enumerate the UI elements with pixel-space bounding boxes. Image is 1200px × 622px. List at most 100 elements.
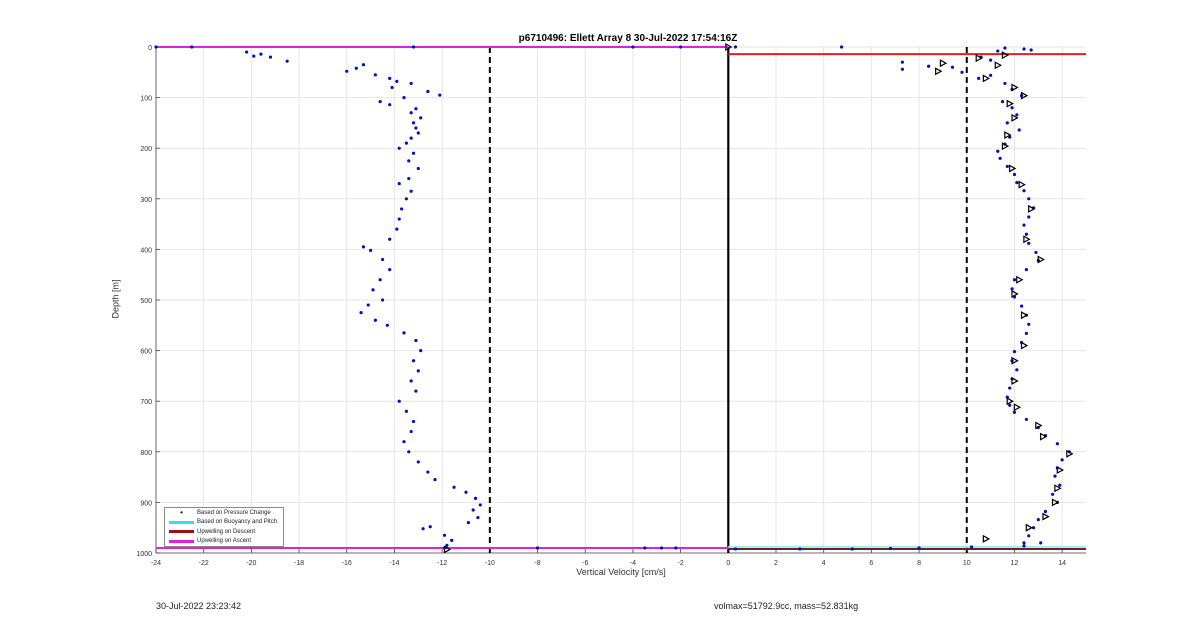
triangle-marker [1056, 466, 1065, 475]
data-point [409, 189, 413, 193]
x-tick-label: -20 [246, 560, 256, 567]
triangle-marker [1001, 142, 1010, 151]
data-point [361, 245, 366, 249]
data-point [1031, 526, 1036, 530]
data-point [409, 429, 413, 434]
triangle-marker [1018, 180, 1026, 189]
data-point [733, 45, 738, 49]
triangle-marker [935, 67, 943, 76]
data-point [1027, 215, 1031, 219]
data-point [252, 54, 256, 58]
data-point [388, 268, 392, 272]
data-point [950, 65, 955, 69]
legend-label: Upwelling on Ascent [197, 538, 252, 545]
data-point [380, 257, 385, 262]
triangle-marker [1037, 255, 1045, 264]
x-axis-label: Vertical Velocity [cm/s] [576, 567, 666, 577]
data-point [409, 136, 413, 140]
data-point [366, 303, 370, 307]
data-point [388, 103, 392, 107]
data-point [416, 166, 420, 171]
data-point [411, 121, 416, 125]
data-point [285, 59, 289, 63]
legend-dot-marker: • [180, 507, 183, 517]
data-point [409, 111, 413, 115]
data-point [1012, 278, 1017, 282]
data-point [996, 49, 1000, 53]
data-point [998, 156, 1002, 160]
data-point [917, 546, 921, 550]
data-point [452, 485, 456, 489]
data-point [416, 460, 420, 464]
data-point [421, 527, 425, 531]
y-tick-label: 400 [140, 247, 152, 254]
y-tick-label: 600 [140, 349, 152, 356]
data-point [473, 496, 478, 500]
x-tick-label: -24 [151, 560, 161, 567]
footer-summary: volmax=51792.9cc, mass=52.831kg [714, 601, 859, 611]
data-point [407, 450, 411, 454]
data-point [1017, 128, 1021, 132]
data-point [1005, 164, 1009, 169]
data-point [1024, 417, 1028, 422]
triangle-marker [1020, 311, 1029, 320]
data-point [414, 126, 418, 130]
data-point [402, 331, 406, 335]
data-point [1008, 386, 1012, 390]
data-point [1029, 48, 1033, 52]
data-point [1051, 492, 1055, 496]
footer-timestamp: 30-Jul-2022 23:23:42 [156, 601, 242, 611]
data-point [1000, 100, 1005, 104]
y-tick-label: 500 [140, 298, 152, 305]
data-point [1027, 534, 1031, 538]
data-point [1055, 442, 1059, 446]
data-point [354, 66, 358, 70]
data-point [900, 60, 904, 64]
data-point [378, 100, 382, 104]
data-point [1039, 541, 1043, 545]
data-point [464, 490, 468, 494]
data-point [411, 45, 416, 49]
triangle-marker [1013, 403, 1022, 412]
data-point [395, 79, 399, 84]
triangle-marker [1042, 512, 1050, 521]
data-point [438, 93, 442, 97]
data-point [1022, 541, 1026, 545]
data-point [839, 45, 844, 49]
data-point [1043, 509, 1048, 514]
data-point [1034, 250, 1038, 255]
y-tick-label: 300 [140, 197, 152, 204]
data-point [407, 159, 411, 163]
data-point [404, 141, 408, 145]
x-tick-label: -2 [677, 560, 683, 567]
data-point [1024, 232, 1028, 236]
triangle-marker [1035, 421, 1043, 430]
data-point [1058, 483, 1062, 487]
data-point [1022, 223, 1026, 227]
data-point [397, 399, 401, 403]
data-point [900, 67, 904, 71]
data-point [245, 50, 249, 54]
x-tick-label: -8 [534, 560, 540, 567]
triangle-marker [1004, 131, 1012, 140]
data-point [1008, 403, 1012, 407]
triangle-marker [1020, 341, 1029, 350]
data-point [414, 389, 418, 393]
legend-entry-buoyancy: Based on Buoyancy and Pitch [165, 518, 283, 528]
data-point [371, 288, 375, 292]
triangle-marker [982, 74, 991, 83]
y-tick-label: 800 [140, 450, 152, 457]
data-point [359, 311, 363, 315]
data-point [409, 81, 413, 86]
data-point [419, 349, 423, 353]
data-point [268, 55, 273, 59]
data-point [411, 359, 416, 363]
x-tick-label: 2 [774, 560, 778, 567]
data-point [969, 545, 974, 549]
data-point [361, 63, 366, 67]
data-point [414, 338, 418, 343]
data-point [960, 70, 964, 74]
data-point [411, 151, 416, 155]
data-point [450, 538, 454, 542]
